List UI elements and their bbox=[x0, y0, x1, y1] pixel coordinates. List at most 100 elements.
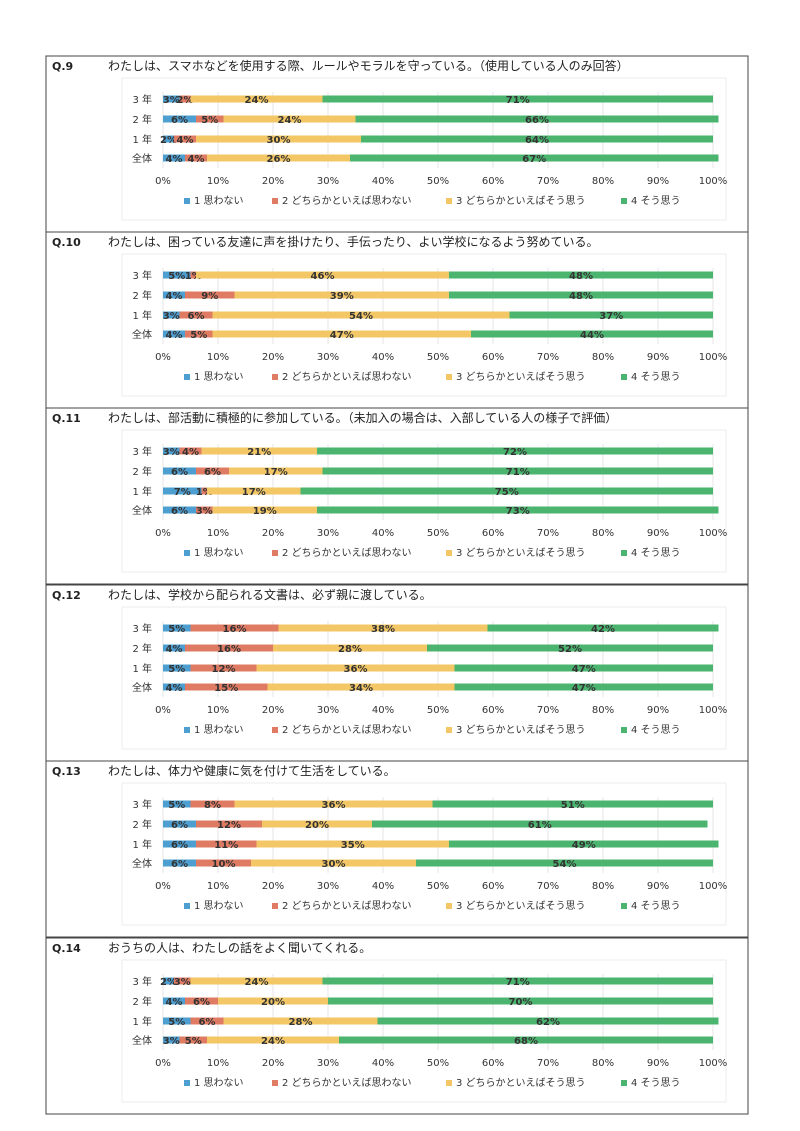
data-label: 26% bbox=[267, 154, 291, 165]
data-label: 6% bbox=[204, 467, 221, 478]
x-tick-label: 100% bbox=[699, 352, 728, 363]
bar-segment-s1 bbox=[163, 800, 191, 808]
legend-label: 3 どちらかといえばそう思う bbox=[456, 724, 586, 736]
bar-segment-s2 bbox=[190, 271, 196, 279]
data-label: 3% bbox=[163, 311, 180, 322]
bar-segment-s3 bbox=[251, 859, 416, 867]
question-number: Q.12 bbox=[52, 589, 81, 602]
legend-label: 1 思わない bbox=[194, 724, 244, 736]
data-label: 16% bbox=[217, 644, 241, 655]
bar-segment-s3 bbox=[267, 683, 455, 691]
x-tick-label: 10% bbox=[207, 176, 229, 187]
legend-swatch bbox=[621, 550, 627, 556]
plot-frame bbox=[121, 606, 727, 750]
x-tick-label: 0% bbox=[155, 528, 171, 539]
legend-swatch bbox=[446, 550, 452, 556]
data-label: 5% bbox=[201, 115, 218, 126]
data-label: 5% bbox=[168, 1017, 185, 1028]
bar-segment-s1 bbox=[163, 330, 185, 338]
data-label: 4% bbox=[182, 447, 199, 458]
bar-segment-s2 bbox=[185, 330, 213, 338]
data-label: 24% bbox=[245, 977, 269, 988]
category-label: 3 年 bbox=[132, 975, 152, 988]
bar-segment-s3 bbox=[207, 1036, 339, 1044]
bar-segment-s4 bbox=[350, 154, 719, 162]
data-label: 5% bbox=[168, 664, 185, 675]
data-label: 51% bbox=[561, 800, 585, 811]
bar-segment-s4 bbox=[471, 330, 713, 338]
data-label: 6% bbox=[171, 467, 188, 478]
data-label: 12% bbox=[217, 820, 241, 831]
bar-segment-s1 bbox=[163, 95, 180, 103]
data-label: 11% bbox=[214, 840, 238, 851]
bar-segment-s4 bbox=[361, 135, 713, 143]
bar-segment-s4 bbox=[377, 1017, 719, 1025]
legend-label: 1 思わない bbox=[194, 195, 244, 207]
data-label: 10% bbox=[212, 859, 236, 870]
bar-segment-s2 bbox=[185, 291, 235, 299]
legend-label: 1 思わない bbox=[194, 547, 244, 559]
bar-segment-s2 bbox=[196, 506, 213, 514]
x-tick-label: 40% bbox=[372, 1058, 394, 1069]
data-label: 19% bbox=[253, 506, 277, 517]
x-tick-label: 50% bbox=[427, 1058, 449, 1069]
legend-label: 1 思わない bbox=[194, 1077, 244, 1089]
x-tick-label: 50% bbox=[427, 352, 449, 363]
bar-segment-s1 bbox=[163, 859, 196, 867]
legend-swatch bbox=[184, 198, 190, 204]
legend-swatch bbox=[446, 374, 452, 380]
category-label: 2 年 bbox=[132, 465, 152, 478]
bar-segment-s4 bbox=[509, 311, 713, 319]
bar-segment-s4 bbox=[355, 115, 719, 123]
x-tick-label: 90% bbox=[647, 528, 669, 539]
bar-segment-s1 bbox=[163, 467, 196, 475]
x-tick-label: 60% bbox=[482, 352, 504, 363]
data-label: 1% bbox=[185, 271, 202, 282]
bar-segment-s2 bbox=[190, 1017, 224, 1025]
legend-label: 4 そう思う bbox=[631, 195, 681, 207]
bar-segment-s3 bbox=[223, 1017, 378, 1025]
bar-segment-s2 bbox=[196, 840, 257, 848]
data-label: 1% bbox=[196, 487, 213, 498]
data-label: 47% bbox=[572, 664, 596, 675]
data-label: 5% bbox=[168, 271, 185, 282]
data-label: 5% bbox=[168, 800, 185, 811]
legend-swatch bbox=[621, 903, 627, 909]
x-tick-label: 40% bbox=[372, 881, 394, 892]
bar-segment-s1 bbox=[163, 154, 185, 162]
data-label: 48% bbox=[569, 271, 593, 282]
data-label: 20% bbox=[261, 997, 285, 1008]
bar-segment-s3 bbox=[212, 311, 510, 319]
data-label: 3% bbox=[163, 447, 180, 458]
bar-segment-s3 bbox=[196, 271, 449, 279]
category-label: 3 年 bbox=[132, 269, 152, 282]
category-label: 1 年 bbox=[132, 838, 152, 851]
plot-frame bbox=[121, 782, 727, 926]
category-label: 全体 bbox=[132, 681, 152, 694]
bar-segment-s4 bbox=[372, 820, 708, 828]
x-tick-label: 30% bbox=[317, 705, 339, 716]
panel-border bbox=[45, 407, 749, 585]
data-label: 70% bbox=[509, 997, 533, 1008]
bar-segment-s3 bbox=[190, 977, 323, 985]
question-text: わたしは、体力や健康に気を付けて生活をしている。 bbox=[108, 763, 396, 778]
data-label: 39% bbox=[330, 291, 354, 302]
bar-segment-s1 bbox=[163, 1017, 191, 1025]
bar-segment-s1 bbox=[163, 506, 196, 514]
bar-segment-s3 bbox=[207, 487, 301, 495]
legend-label: 4 そう思う bbox=[631, 1077, 681, 1089]
plot-frame bbox=[121, 429, 727, 573]
bar-segment-s4 bbox=[317, 447, 713, 455]
x-tick-label: 20% bbox=[262, 881, 284, 892]
x-tick-label: 80% bbox=[592, 176, 614, 187]
category-label: 全体 bbox=[132, 328, 152, 341]
x-tick-label: 100% bbox=[699, 1058, 728, 1069]
data-label: 28% bbox=[338, 644, 362, 655]
bar-segment-s3 bbox=[256, 664, 455, 672]
data-label: 73% bbox=[506, 506, 530, 517]
data-label: 35% bbox=[341, 840, 365, 851]
category-label: 1 年 bbox=[132, 662, 152, 675]
legend-label: 2 どちらかといえば思わない bbox=[282, 900, 412, 912]
legend-swatch bbox=[621, 1080, 627, 1086]
data-label: 2% bbox=[160, 977, 177, 988]
